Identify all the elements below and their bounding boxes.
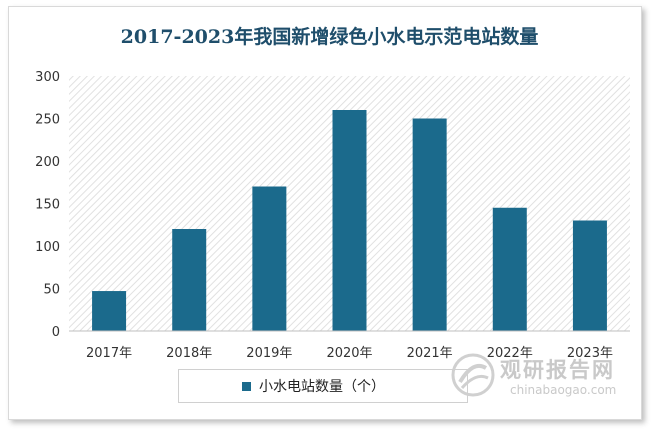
y-axis: 0 50 100 150 200 250 300 [35, 70, 60, 340]
y-tick-label: 250 [35, 113, 60, 128]
y-tick-label: 150 [35, 198, 60, 213]
bar [172, 229, 207, 331]
x-tick-label: 2017年 [86, 346, 132, 361]
legend-swatch [242, 382, 251, 391]
legend-label: 小水电站数量（个） [259, 379, 385, 395]
watermark-name: 观研报告网 [500, 358, 615, 382]
x-tick-label: 2020年 [326, 346, 372, 361]
y-tick-label: 100 [35, 240, 60, 255]
watermark-url: chinabaogao.com [510, 383, 617, 397]
bar [492, 207, 527, 331]
x-tick-label: 2018年 [166, 346, 212, 361]
y-tick-label: 300 [35, 70, 60, 85]
legend: 小水电站数量（个） [178, 369, 468, 403]
x-tick-label: 2023年 [567, 346, 613, 361]
x-axis: 2017年 2018年 2019年 2020年 2021年 2022年 2023年 [86, 346, 613, 361]
watermark-logo-icon [451, 353, 495, 397]
x-tick-label: 2019年 [246, 346, 292, 361]
x-tick-label: 2021年 [407, 346, 453, 361]
x-tick-label: 2022年 [487, 346, 533, 361]
bar [332, 110, 367, 331]
bar [92, 291, 127, 331]
bar [252, 186, 287, 331]
y-tick-label: 200 [35, 155, 60, 170]
watermark: 观研报告网 chinabaogao.com [450, 350, 645, 405]
bar [412, 118, 447, 331]
y-tick-label: 50 [43, 283, 60, 298]
bars [92, 110, 607, 331]
bar [572, 220, 607, 331]
chart-title: 2017-2023年我国新增绿色小水电示范电站数量 [120, 26, 539, 48]
y-tick-label: 0 [52, 325, 60, 340]
